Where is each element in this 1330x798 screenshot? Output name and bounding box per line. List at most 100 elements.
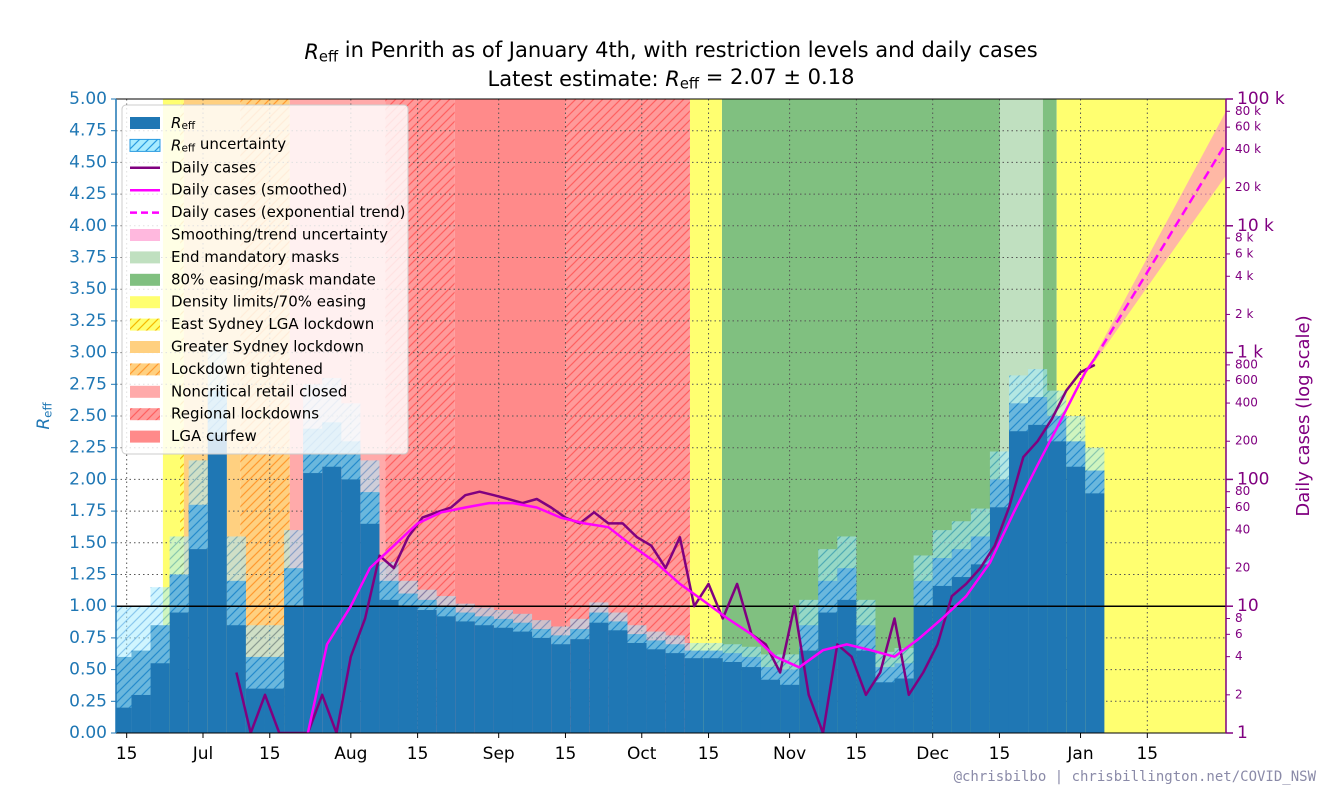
legend-swatch <box>130 273 160 286</box>
reff-bar <box>932 558 952 733</box>
chart-title: Reff in Penrith as of January 4th, with … <box>304 38 1037 65</box>
legend-label: Density limits/70% easing <box>171 293 366 311</box>
reff-uncertainty <box>1066 416 1086 467</box>
reff-bar <box>207 390 227 733</box>
y-axis-label: Reff <box>34 402 54 430</box>
reff-bar <box>532 629 552 733</box>
y2-minor-label: 800 <box>1235 357 1258 371</box>
y2-minor-label: 80 k <box>1235 104 1261 118</box>
legend-swatch <box>130 385 160 398</box>
y2-minor-label: 80 <box>1235 484 1250 498</box>
reff-bar <box>780 669 800 733</box>
reff-bar <box>741 656 761 733</box>
y2-tick-label: 10 <box>1237 596 1259 616</box>
x-tick-label: 15 <box>407 744 429 764</box>
y2-tick-label: 100 k <box>1237 89 1285 109</box>
legend-label: Reff uncertainty <box>171 135 286 155</box>
y-tick-label: 1.25 <box>69 565 107 585</box>
reff-uncertainty <box>970 508 990 565</box>
reff-bar <box>1028 396 1048 733</box>
y2-minor-label: 2 k <box>1235 307 1253 321</box>
y-tick-label: 2.25 <box>69 438 107 458</box>
legend-swatch <box>130 251 160 264</box>
y2-axis-label: Daily cases (log scale) <box>1293 315 1314 516</box>
y-tick-label: 3.50 <box>69 279 107 299</box>
y2-minor-label: 60 <box>1235 500 1250 514</box>
y-tick-label: 4.25 <box>69 184 107 204</box>
reff-uncertainty <box>1047 390 1067 442</box>
text-part: R <box>171 136 181 154</box>
reff-uncertainty <box>932 530 952 586</box>
legend-swatch <box>130 408 160 421</box>
legend-swatch <box>130 296 160 309</box>
reff-bar <box>818 580 838 733</box>
y2-minor-label: 40 k <box>1235 142 1261 156</box>
reff-uncertainty <box>665 635 685 654</box>
reff-uncertainty <box>589 602 609 623</box>
y-tick-label: 4.50 <box>69 152 107 172</box>
reff-bar <box>760 667 781 733</box>
reff-uncertainty <box>284 530 304 607</box>
y2-minor-label: 40 <box>1235 522 1250 536</box>
y-tick-label: 3.00 <box>69 343 107 363</box>
chart-subtitle: Latest estimate: Reff = 2.07 ± 0.18 <box>488 65 855 92</box>
reff-bar <box>1085 470 1105 733</box>
reff-uncertainty <box>1028 369 1048 425</box>
reff-bar <box>875 667 895 733</box>
y2-minor-label: 200 <box>1235 434 1258 448</box>
reff-bar <box>570 629 590 733</box>
reff-bar <box>837 568 857 733</box>
y-tick-label: 1.75 <box>69 501 107 521</box>
legend-label: Reff <box>171 114 196 133</box>
reff-uncertainty <box>627 625 647 643</box>
reff-uncertainty <box>703 642 723 659</box>
y2-minor-label: 60 k <box>1235 120 1261 134</box>
x-tick-label: Jul <box>192 744 214 764</box>
y2-tick-label: 1 k <box>1237 343 1263 363</box>
reff-bar <box>379 580 399 733</box>
reff-bar <box>169 574 189 733</box>
y-tick-label: 0.50 <box>69 660 107 680</box>
text-part: uncertainty <box>195 135 286 153</box>
reff-uncertainty <box>360 460 380 524</box>
legend-label: Smoothing/trend uncertainty <box>171 226 388 244</box>
axes: 0.00 0.25 0.50 0.75 1.00 1.25 1.50 1.75 2.00 2.25… <box>34 38 1314 764</box>
x-tick-label: 15 <box>846 744 868 764</box>
text-part: R <box>171 114 181 132</box>
reff-uncertainty <box>818 549 838 613</box>
reff-uncertainty <box>417 589 437 611</box>
reff-uncertainty <box>741 646 761 668</box>
x-tick-label: Nov <box>773 744 806 764</box>
y-tick-label: 5.00 <box>69 89 107 109</box>
text-part: R <box>304 40 319 64</box>
reff-bar <box>493 618 513 733</box>
legend-label: LGA curfew <box>171 427 257 445</box>
x-tick-label: Jan <box>1066 744 1093 764</box>
y-tick-label: 1.00 <box>69 596 107 616</box>
y2-minor-label: 400 <box>1235 396 1258 410</box>
reff-uncertainty <box>551 626 571 645</box>
reff-bar <box>188 504 208 733</box>
y2-tick-label: 100 <box>1237 469 1269 489</box>
reff-uncertainty <box>188 460 208 550</box>
legend-label: East Sydney LGA lockdown <box>171 315 374 333</box>
reff-uncertainty <box>512 613 533 632</box>
y-tick-label: 1.50 <box>69 533 107 553</box>
reff-uncertainty <box>226 536 246 626</box>
text-part: eff <box>319 48 339 65</box>
legend-swatch <box>130 430 160 443</box>
x-tick-label: 15 <box>116 744 138 764</box>
legend-swatch <box>129 138 161 152</box>
legend-swatch <box>130 341 160 353</box>
legend-swatch <box>130 363 160 376</box>
x-tick-label: 15 <box>989 744 1011 764</box>
trend-line <box>1093 142 1226 360</box>
reff-uncertainty <box>608 612 628 631</box>
legend-swatch <box>130 117 160 129</box>
reff-bar <box>512 622 533 733</box>
y-tick-label: 2.75 <box>69 374 107 394</box>
reff-bar <box>322 422 342 733</box>
reff-bar <box>1047 416 1067 733</box>
